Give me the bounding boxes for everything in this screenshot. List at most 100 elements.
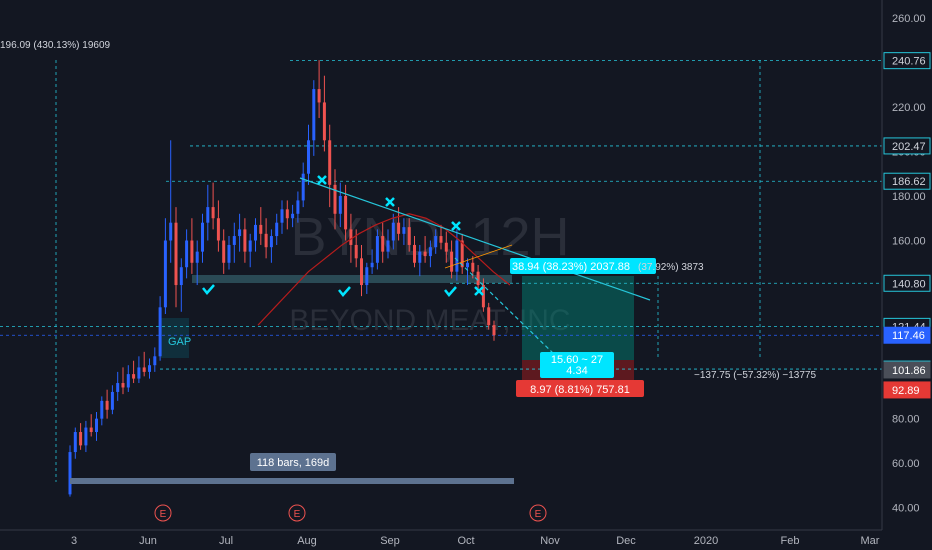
support-band[interactable] [192,275,512,283]
trendline-projection[interactable] [454,257,556,356]
candle-body [322,102,326,141]
date-range-bar[interactable] [70,478,514,484]
candle-body [466,262,469,268]
candle-body [110,391,114,410]
bars-range-box [250,453,336,471]
candle-body [216,218,220,241]
cross-icon [385,197,395,207]
x-tick-label: Jul [219,535,233,547]
candle-body [418,251,422,263]
candle-body [142,367,146,372]
candle-body [148,365,151,372]
candle-body [190,240,194,263]
x-tick-label: Jun [139,535,157,547]
candle-body [291,213,295,219]
x-tick-label: 2020 [694,535,718,547]
candle-body [402,227,406,234]
candle-body [487,307,491,326]
price-tags: 240.76202.47186.62140.80121.44117.46102.… [883,52,931,399]
price-tag-label: 92.89 [892,385,920,397]
cross-icon [474,286,484,296]
position-entry-box [540,352,614,378]
candle-body [434,236,438,248]
earnings-marker-icon[interactable] [288,504,306,522]
y-tick-label: 180.00 [892,191,926,203]
candle-body [132,374,136,379]
price-tag-label: 140.80 [892,278,926,290]
candle-body [79,432,83,446]
candle-body [349,229,353,245]
candle-body [413,244,416,263]
candle-body [264,233,268,248]
earnings-marker-icon[interactable] [529,504,547,522]
earnings-marker-label: E [294,509,301,520]
cross-icon [451,221,461,231]
candle-body [116,383,120,392]
price-tag-box [883,381,931,399]
gap-box[interactable] [161,318,189,358]
candle-body [301,173,305,201]
earnings-marker-icon[interactable] [154,504,172,522]
candle-body [153,356,157,366]
candle-body [179,267,183,286]
earnings-marker-label: E [535,509,542,520]
candle-body [481,285,485,308]
candle-body [285,209,289,219]
price-tag-box [883,52,931,70]
candle-body [238,229,242,237]
pattern-markers [202,175,484,297]
candle-body [471,262,475,272]
candle-body [476,271,480,286]
candle-body [269,236,273,248]
price-tag-label: 202.47 [892,141,926,153]
candle-body [375,236,379,263]
candle-body [195,251,199,263]
candle-body [386,240,390,252]
candle-body [73,432,77,453]
candle-body [126,374,130,388]
y-tick-label: 260.00 [892,13,926,25]
gap-label: GAP [168,336,191,348]
candle-body [158,307,162,357]
candle-body [248,240,252,252]
candle-body [423,251,427,257]
candle-body [344,195,348,230]
candle-body [428,247,432,257]
position-entry-line1: 15.60 ~ 27 [551,354,603,366]
price-tag-box [883,137,931,155]
top-left-measure-label: 196.09 (430.13%) 19609 [0,40,111,51]
x-tick-label: Feb [781,535,800,547]
cross-icon [317,175,327,185]
candle-body [296,200,300,214]
candle-body [370,262,374,268]
price-tag-label: 101.86 [892,365,926,377]
candle-body [328,140,332,185]
candle-body [354,244,358,259]
candle-body [338,195,342,214]
x-tick-label: Sep [380,535,400,547]
candle-body [121,383,125,388]
candle-body [169,222,173,241]
candle-body [227,244,231,263]
time-axis[interactable]: 3 Jun Jul Aug Sep Oct Nov Dec 2020 Feb Mar [71,535,880,547]
position-profit-zone[interactable] [522,276,634,360]
candle-body [312,89,316,141]
position-target-box [510,258,656,274]
candle-body [232,236,236,245]
candle-body [317,89,321,103]
position-stop-label: 8.97 (8.81%) 757.81 [530,384,630,396]
candle-body [259,224,263,234]
position-stop-box [516,380,644,397]
candle-body [365,267,369,286]
price-tag-box [883,274,931,292]
trendline-minor[interactable] [444,244,513,269]
y-tick-label: 220.00 [892,102,926,114]
candle-body [275,222,279,237]
trendline-resistance[interactable] [299,177,651,301]
candle-body [307,140,310,174]
price-tag-label: 240.76 [892,56,926,68]
candle-body [492,325,496,336]
position-entry-line2: 4.34 [566,365,587,377]
